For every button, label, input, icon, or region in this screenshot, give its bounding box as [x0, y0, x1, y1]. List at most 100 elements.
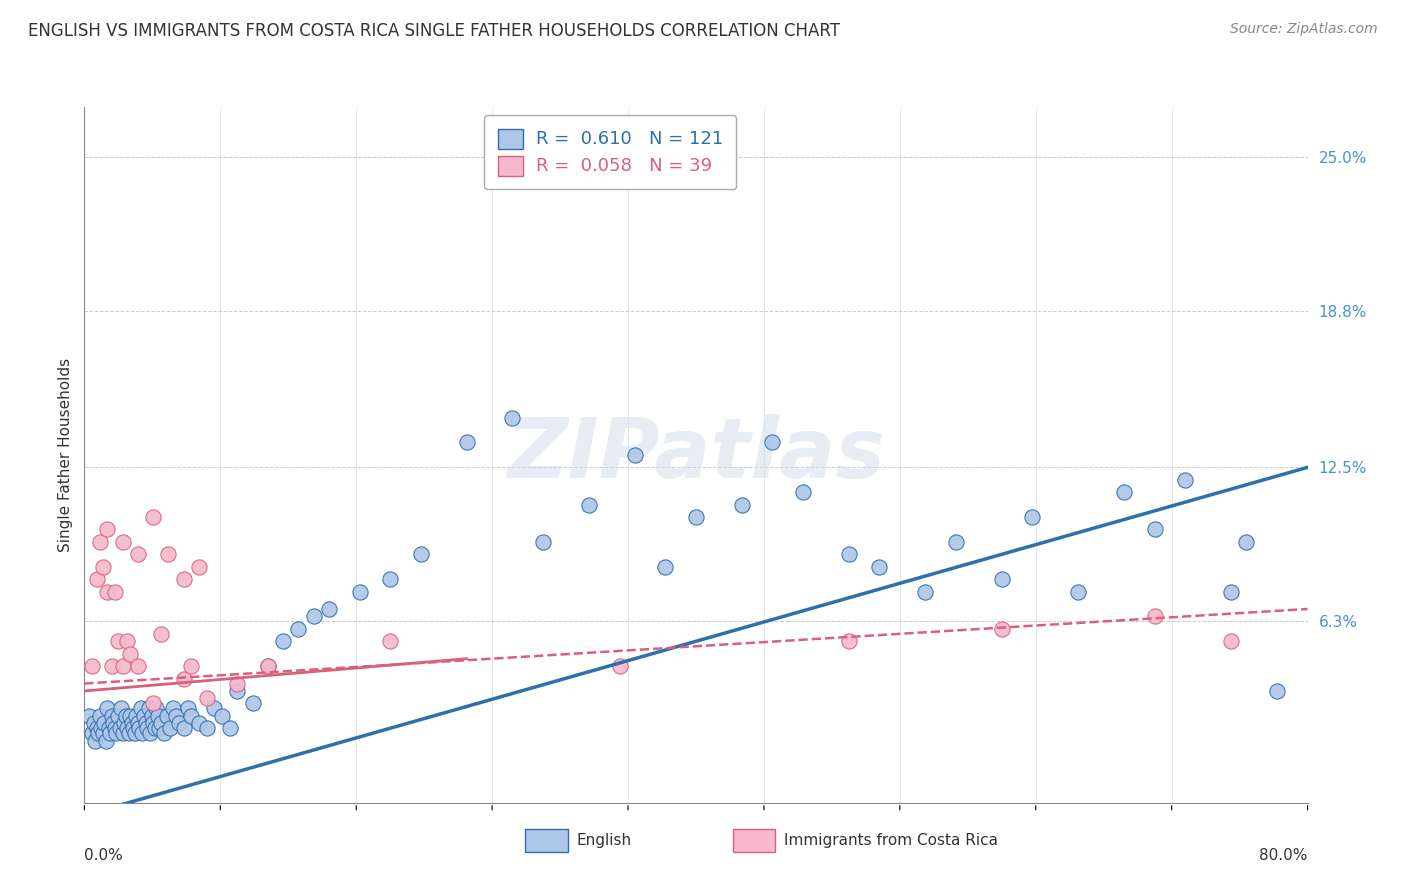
Point: [124, 726, 146, 740]
Point: [380, 572, 402, 586]
Point: [792, 485, 814, 500]
Point: [226, 676, 249, 690]
Point: [120, 647, 142, 661]
Point: [91, 726, 114, 740]
Point: [226, 684, 249, 698]
Point: [531, 535, 554, 549]
Point: [103, 716, 125, 731]
Point: [114, 708, 136, 723]
Point: [89, 708, 111, 723]
Text: Immigrants from Costa Rica: Immigrants from Costa Rica: [785, 833, 998, 848]
Point: [128, 721, 150, 735]
Point: [112, 716, 135, 731]
Point: [990, 622, 1012, 636]
Point: [115, 721, 138, 735]
Point: [501, 410, 523, 425]
Point: [91, 559, 114, 574]
Point: [89, 535, 111, 549]
Point: [685, 510, 707, 524]
Point: [271, 634, 294, 648]
Text: ZIPatlas: ZIPatlas: [508, 415, 884, 495]
Point: [218, 721, 240, 735]
Point: [731, 498, 754, 512]
Point: [149, 716, 172, 731]
Point: [138, 701, 160, 715]
Point: [157, 547, 180, 561]
Point: [257, 659, 280, 673]
Point: [146, 708, 169, 723]
Point: [167, 716, 190, 731]
Point: [188, 716, 211, 731]
Point: [132, 708, 155, 723]
Point: [142, 697, 165, 711]
Point: [127, 659, 149, 673]
Point: [1143, 523, 1166, 537]
Point: [380, 634, 402, 648]
Point: [118, 726, 141, 740]
Point: [869, 559, 891, 574]
Point: [1234, 535, 1257, 549]
Point: [80, 726, 103, 740]
Point: [148, 721, 170, 735]
Point: [173, 721, 195, 735]
Point: [257, 659, 280, 673]
Point: [101, 659, 124, 673]
Point: [127, 547, 149, 561]
Point: [86, 721, 108, 735]
Point: [86, 572, 108, 586]
Text: 0.0%: 0.0%: [84, 847, 124, 863]
Point: [129, 701, 152, 715]
Point: [77, 708, 100, 723]
Point: [101, 708, 124, 723]
Point: [94, 733, 117, 747]
FancyBboxPatch shape: [524, 830, 568, 852]
Point: [131, 726, 153, 740]
Point: [159, 721, 181, 735]
Point: [142, 510, 165, 524]
Point: [111, 659, 134, 673]
Point: [96, 523, 118, 537]
Legend: R =  0.610   N = 121, R =  0.058   N = 39: R = 0.610 N = 121, R = 0.058 N = 39: [484, 115, 737, 189]
Point: [141, 708, 163, 723]
Text: Source: ZipAtlas.com: Source: ZipAtlas.com: [1230, 22, 1378, 37]
Text: 80.0%: 80.0%: [1260, 847, 1308, 863]
Point: [108, 721, 131, 735]
Point: [914, 584, 936, 599]
Point: [1114, 485, 1136, 500]
Point: [111, 726, 134, 740]
Point: [1021, 510, 1043, 524]
Point: [409, 547, 432, 561]
Point: [96, 701, 118, 715]
Point: [173, 672, 195, 686]
Point: [349, 584, 371, 599]
Point: [153, 726, 176, 740]
Point: [111, 535, 134, 549]
Point: [127, 716, 149, 731]
Point: [1265, 684, 1288, 698]
Point: [139, 726, 162, 740]
Point: [165, 708, 187, 723]
Text: English: English: [576, 833, 631, 848]
FancyBboxPatch shape: [733, 830, 776, 852]
Point: [104, 721, 127, 735]
Point: [93, 716, 115, 731]
Y-axis label: Single Father Households: Single Father Households: [58, 358, 73, 552]
Point: [1143, 609, 1166, 624]
Point: [318, 602, 340, 616]
Point: [84, 733, 107, 747]
Point: [609, 659, 631, 673]
Point: [945, 535, 967, 549]
Point: [149, 627, 172, 641]
Point: [142, 716, 165, 731]
Point: [456, 435, 478, 450]
Point: [173, 572, 195, 586]
Point: [287, 622, 309, 636]
Point: [143, 721, 166, 735]
Point: [761, 435, 783, 450]
Point: [156, 708, 179, 723]
Point: [96, 584, 118, 599]
Point: [110, 701, 132, 715]
Point: [97, 721, 120, 735]
Point: [242, 697, 264, 711]
Point: [145, 701, 167, 715]
